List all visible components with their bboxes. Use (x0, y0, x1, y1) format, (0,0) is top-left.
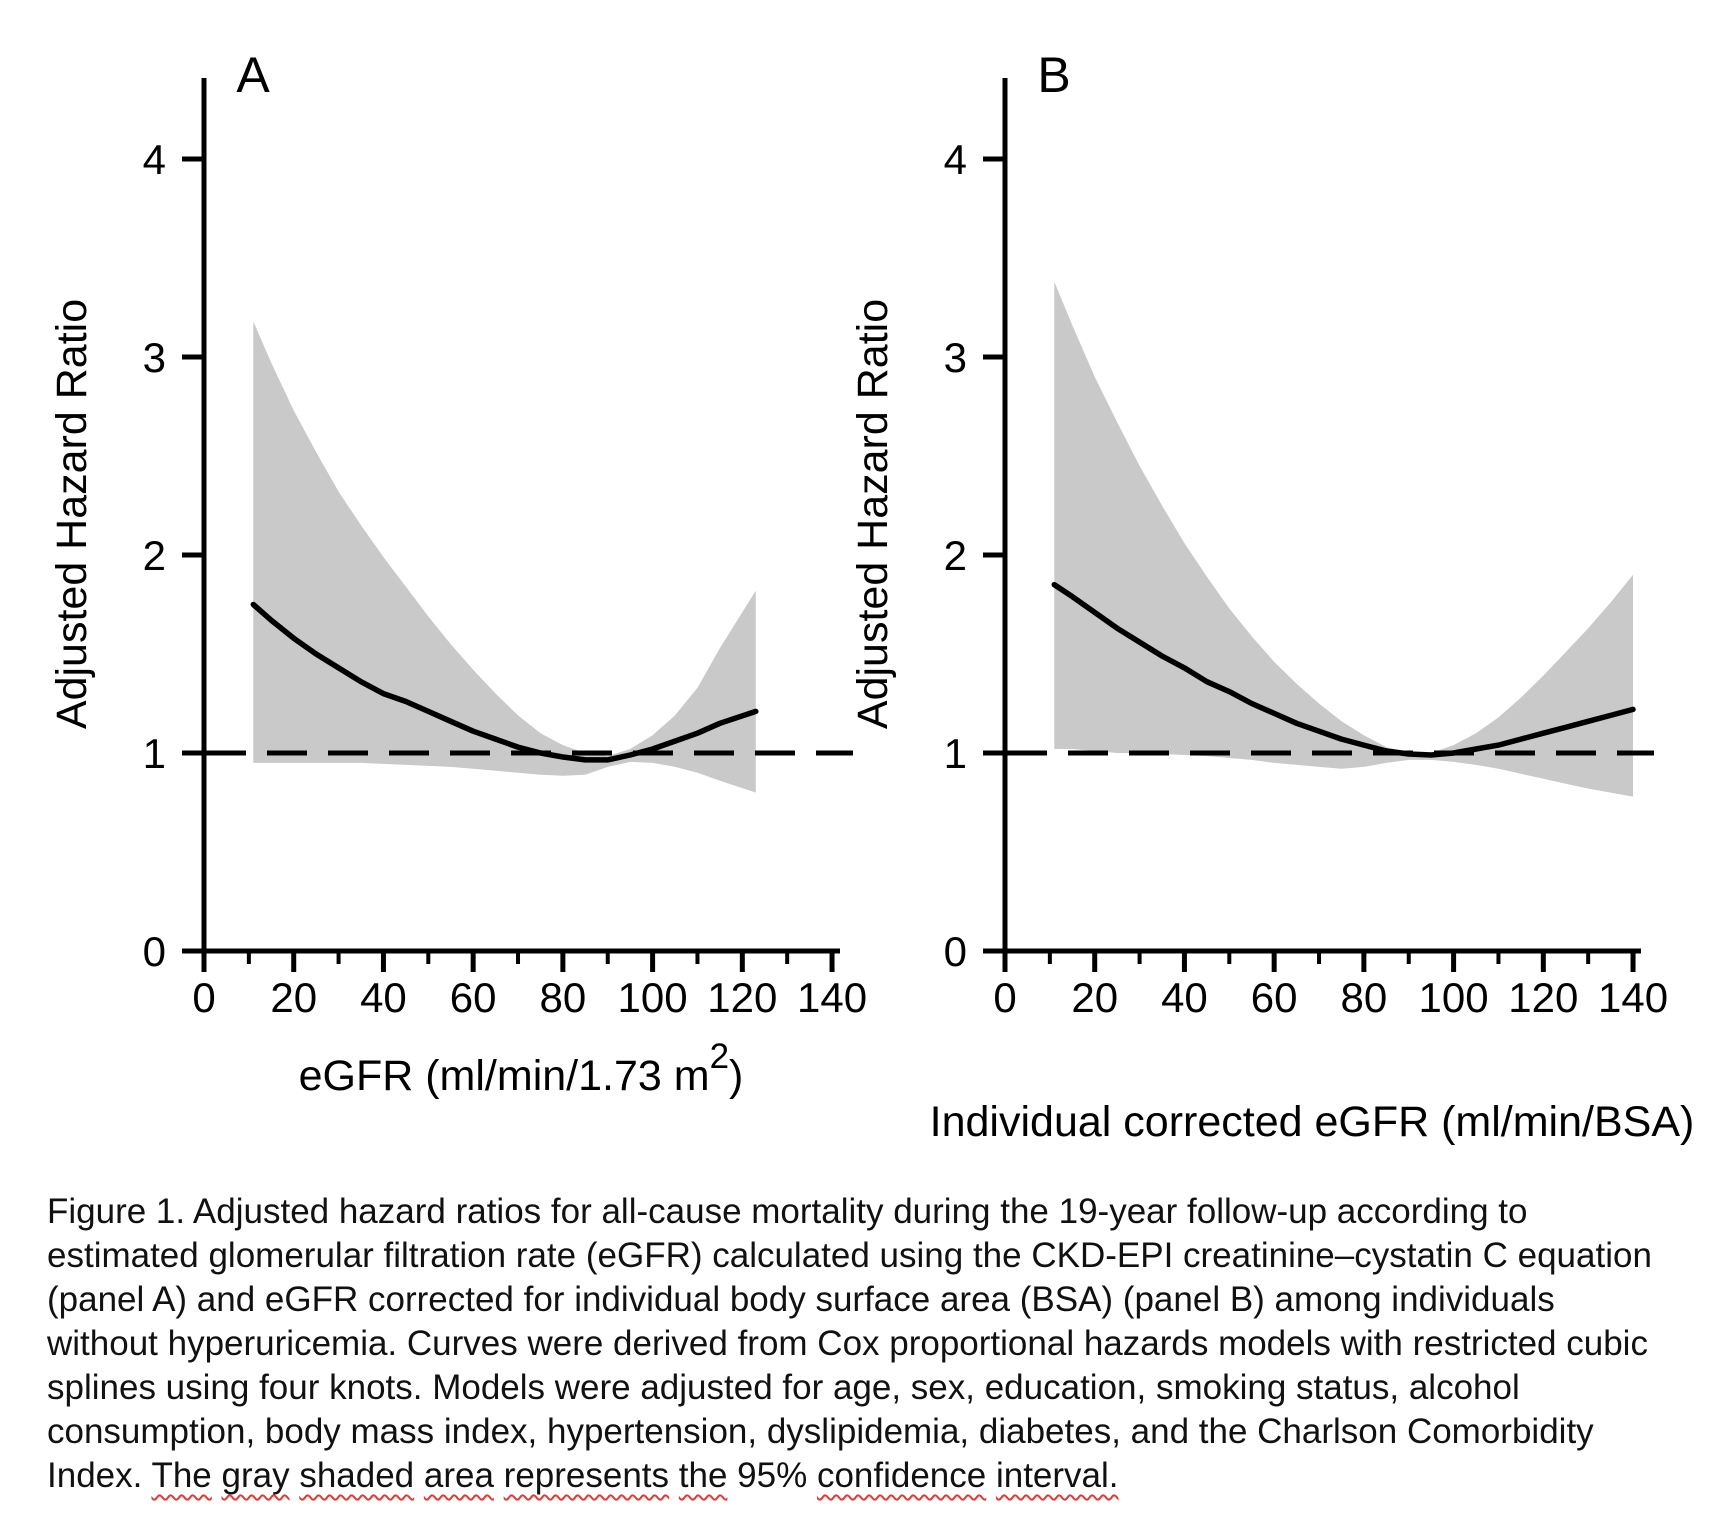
x-tick-label: 40 (360, 974, 407, 1021)
caption-line-5: splines using four knots. Models were ad… (47, 1368, 1520, 1407)
y-tick-label: 0 (944, 928, 967, 975)
y-tick-label: 4 (944, 136, 967, 183)
caption-line-6: consumption, body mass index, hypertensi… (47, 1412, 1594, 1451)
caption-text (414, 1456, 424, 1495)
x-tick-label: 80 (540, 974, 587, 1021)
x-tick-label: 100 (618, 974, 688, 1021)
x-tick-label: 140 (1598, 974, 1668, 1021)
spellcheck-squiggle-word: area (423, 1456, 494, 1495)
caption-line-7: Index. The gray shaded area represents t… (47, 1454, 1707, 1498)
x-tick-label: 80 (1341, 974, 1388, 1021)
y-axis-title: Adjusted Hazard Ratio (849, 299, 897, 729)
spellcheck-squiggle-word: the (678, 1456, 728, 1495)
caption-text (494, 1456, 504, 1495)
y-axis-title: Adjusted Hazard Ratio (48, 299, 96, 729)
confidence-band (253, 321, 756, 793)
caption-line-4: without hyperuricemia. Curves were deriv… (47, 1324, 1648, 1363)
caption-line-1: Figure 1. Adjusted hazard ratios for all… (47, 1192, 1528, 1231)
spellcheck-squiggle-word: The (151, 1456, 212, 1495)
figure-caption: Figure 1. Adjusted hazard ratios for all… (47, 1190, 1707, 1498)
y-tick-label: 3 (143, 334, 166, 381)
spellcheck-squiggle-word: interval. (995, 1456, 1119, 1495)
caption-line-3: (panel A) and eGFR corrected for individ… (47, 1280, 1555, 1319)
caption-text (986, 1456, 996, 1495)
figure-panels: 0 20 40 60 80 100 120 140 0 1 2 3 4 Adjusted Hazard R… (48, 47, 1694, 1146)
caption-text (290, 1456, 300, 1495)
x-tick-label: 0 (993, 974, 1016, 1021)
hazard-ratio-curve (250, 601, 759, 763)
x-axis-title: Individual corrected eGFR (ml/min/BSA) (930, 1098, 1695, 1146)
x-tick-label: 20 (270, 974, 317, 1021)
x-tick-label: 20 (1071, 974, 1118, 1021)
caption-text: 95% (727, 1456, 817, 1495)
panel-a-chart: 0 20 40 60 80 100 120 140 0 1 2 3 4 Adjusted Hazard R… (48, 47, 867, 1100)
y-tick-label: 1 (143, 730, 166, 777)
spellcheck-squiggle-word: represents (503, 1456, 670, 1495)
y-tick-label: 4 (143, 136, 166, 183)
y-tick-label: 3 (944, 334, 967, 381)
x-tick-label: 0 (192, 974, 215, 1021)
confidence-band (1054, 281, 1633, 797)
spellcheck-squiggle-word: confidence (816, 1456, 987, 1495)
x-tick-label: 60 (1251, 974, 1298, 1021)
panel-b-chart: 0 20 40 60 80 100 120 140 0 1 2 3 4 Adjusted Hazard R… (849, 47, 1694, 1146)
panel-letter: B (1037, 47, 1070, 103)
x-tick-label: 120 (707, 974, 777, 1021)
spellcheck-squiggle-word: gray (221, 1456, 290, 1495)
y-tick-label: 2 (143, 532, 166, 579)
x-tick-label: 60 (450, 974, 497, 1021)
panel-letter: A (236, 47, 270, 103)
caption-line-2: estimated glomerular filtration rate (eG… (47, 1236, 1652, 1275)
x-tick-label: 40 (1161, 974, 1208, 1021)
spellcheck-squiggle-word: shaded (299, 1456, 415, 1495)
y-tick-label: 2 (944, 532, 967, 579)
hazard-ratio-curve (1051, 581, 1636, 758)
caption-text: Index. (47, 1456, 152, 1495)
y-tick-label: 0 (143, 928, 166, 975)
x-tick-label: 140 (797, 974, 867, 1021)
y-tick-label: 1 (944, 730, 967, 777)
x-axis-title: eGFR (ml/min/1.73 m2) (299, 1037, 744, 1100)
x-tick-label: 120 (1508, 974, 1578, 1021)
x-tick-label: 100 (1419, 974, 1489, 1021)
caption-text (669, 1456, 679, 1495)
